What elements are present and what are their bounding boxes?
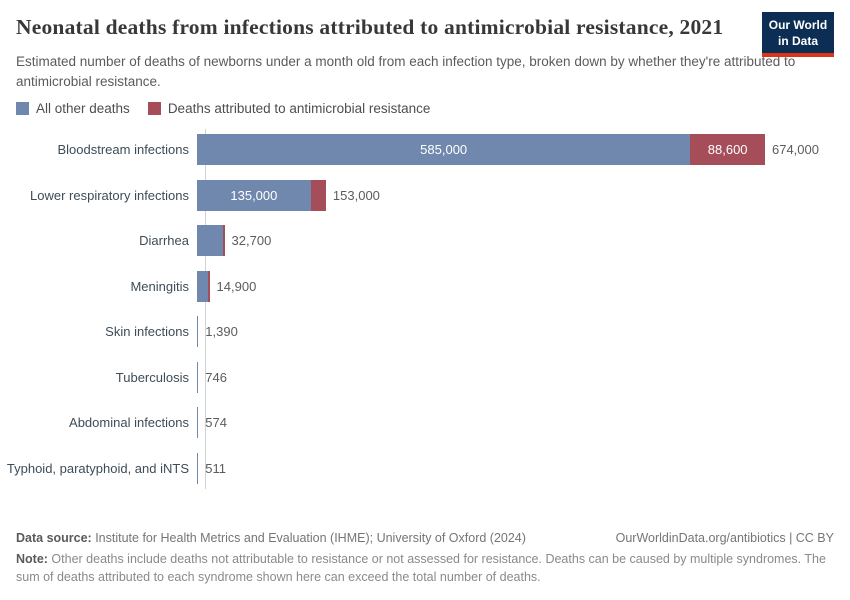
bar-value-label: 585,000	[420, 142, 468, 158]
legend-swatch-blue-icon	[16, 102, 29, 116]
bar-chart: Bloodstream infections 585,000 88,600 674,0…	[0, 127, 850, 491]
chart-row: Typhoid, paratyphoid, and iNTS 511	[0, 446, 850, 492]
bar-group: 585,000 88,600 674,000	[197, 134, 819, 166]
legend: All other deaths Deaths attributed to an…	[16, 101, 834, 116]
owid-logo-line1: Our World	[768, 18, 828, 32]
y-axis-line	[205, 129, 206, 490]
bar-group: 135,000 153,000	[197, 179, 380, 211]
total-value-label: 511	[205, 460, 227, 476]
bar-value-label: 135,000	[230, 187, 278, 203]
bar-group: 574	[197, 407, 227, 439]
chart-row: Skin infections 1,390	[0, 309, 850, 355]
chart-title: Neonatal deaths from infections attribut…	[16, 15, 724, 39]
category-label: Tuberculosis	[115, 369, 189, 385]
bar-group: 746	[197, 361, 227, 393]
owid-logo-line2: in Data	[777, 33, 818, 48]
legend-label: Deaths attributed to antimicrobial resis…	[167, 101, 431, 117]
owid-logo[interactable]: Our World in Data	[762, 12, 834, 58]
chart-row: Bloodstream infections 585,000 88,600 674,0…	[0, 127, 850, 173]
bar-segment-other[interactable]: 585,000	[197, 134, 691, 166]
bar-segment-amr[interactable]	[207, 270, 210, 302]
chart-rows: Bloodstream infections 585,000 88,600 674,0…	[0, 127, 850, 491]
bar-group: 1,390	[197, 316, 238, 348]
bar-segment-other[interactable]	[197, 361, 199, 393]
chart-subtitle: Estimated number of deaths of newborns u…	[16, 53, 796, 89]
total-value-label: 574	[205, 415, 227, 431]
chart-row: Lower respiratory infections 135,000 153,0…	[0, 173, 850, 219]
attribution-link[interactable]: OurWorldinData.org/antibiotics | CC BY	[615, 531, 834, 545]
bar-segment-amr[interactable]	[222, 225, 225, 257]
chart-row: Diarrhea 32,700	[0, 218, 850, 264]
source-row: Data source: Institute for Health Metric…	[16, 529, 834, 547]
category-label: Skin infections	[105, 324, 189, 340]
footnote: Note: Other deaths include deaths not at…	[16, 550, 834, 586]
bar-group: 32,700	[197, 225, 272, 257]
category-label: Meningitis	[130, 278, 189, 294]
bar-segment-other[interactable]: 135,000	[197, 179, 311, 211]
bar-segment-amr[interactable]: 88,600	[690, 134, 765, 166]
bar-segment-other[interactable]	[197, 270, 208, 302]
category-label: Lower respiratory infections	[30, 187, 189, 203]
legend-swatch-red-icon	[147, 102, 161, 116]
total-value-label: 674,000	[771, 142, 819, 158]
chart-row: Meningitis 14,900	[0, 264, 850, 310]
legend-item-amr-deaths[interactable]: Deaths attributed to antimicrobial resis…	[147, 101, 431, 117]
bar-group: 511	[197, 452, 227, 484]
total-value-label: 32,700	[231, 233, 272, 249]
bar-segment-other[interactable]	[197, 407, 199, 439]
footer: Data source: Institute for Health Metric…	[16, 529, 834, 586]
category-label: Typhoid, paratyphoid, and iNTS	[6, 460, 189, 476]
note-label: Note:	[16, 552, 48, 567]
bar-segment-other[interactable]	[197, 225, 223, 257]
bar-segment-other[interactable]	[197, 452, 199, 484]
chart-row: Tuberculosis 746	[0, 355, 850, 401]
chart-row: Abdominal infections 574	[0, 400, 850, 446]
category-label: Abdominal infections	[69, 415, 189, 431]
total-value-label: 746	[205, 369, 227, 385]
data-source-label: Data source:	[16, 531, 92, 545]
legend-item-other-deaths[interactable]: All other deaths	[16, 101, 130, 116]
data-source-text: Institute for Health Metrics and Evaluat…	[91, 531, 526, 545]
bar-segment-amr[interactable]	[310, 179, 326, 211]
total-value-label: 1,390	[205, 324, 238, 340]
note-text: Other deaths include deaths not attribut…	[16, 552, 826, 585]
legend-label: All other deaths	[36, 101, 130, 117]
category-label: Diarrhea	[139, 233, 189, 249]
header: Neonatal deaths from infections attribut…	[0, 0, 850, 92]
total-value-label: 153,000	[332, 187, 380, 203]
bar-segment-other[interactable]	[197, 316, 199, 348]
bar-group: 14,900	[197, 270, 257, 302]
bar-value-label: 88,600	[707, 142, 748, 158]
total-value-label: 14,900	[216, 278, 257, 294]
category-label: Bloodstream infections	[57, 142, 189, 158]
data-source: Data source: Institute for Health Metric…	[16, 529, 526, 547]
